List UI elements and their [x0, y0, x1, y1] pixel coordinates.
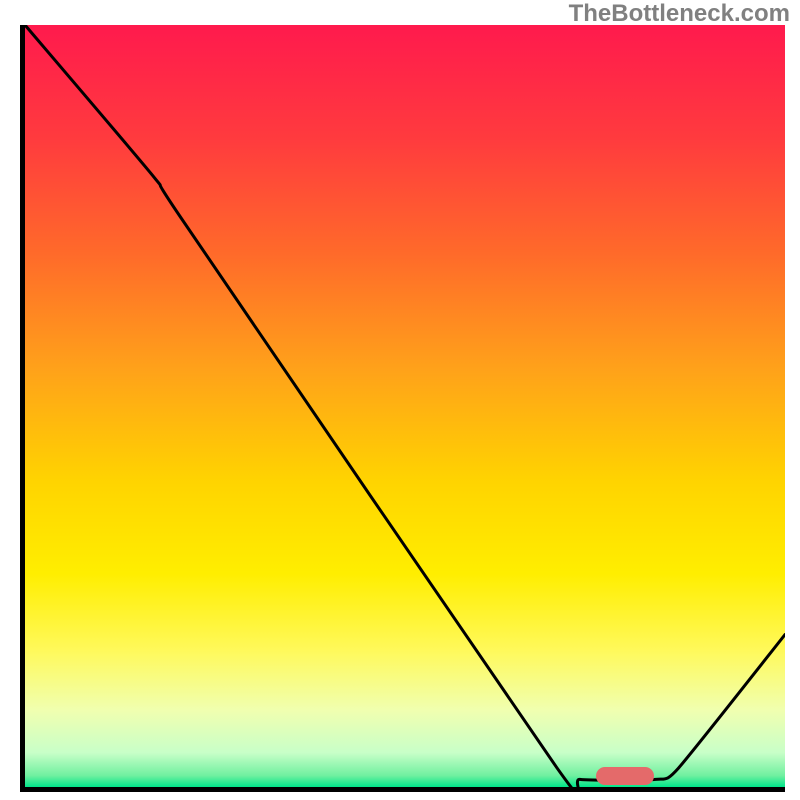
x-axis: [20, 787, 785, 792]
curve-path: [25, 25, 785, 787]
chart-container: TheBottleneck.com: [0, 0, 800, 800]
watermark-text: TheBottleneck.com: [569, 0, 790, 28]
plot-area: [25, 25, 785, 787]
line-series: [25, 25, 785, 787]
optimal-marker: [596, 767, 654, 785]
